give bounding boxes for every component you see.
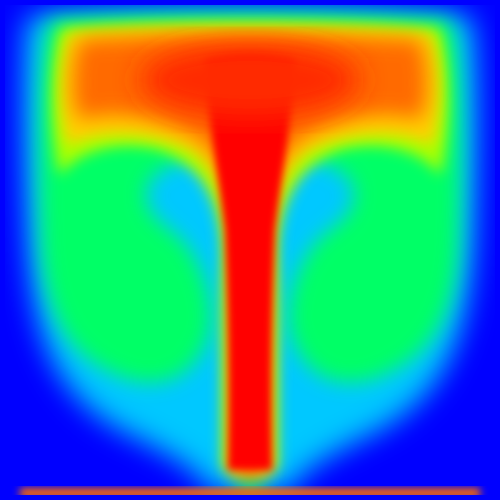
hot-core-cap (140, 42, 360, 118)
hot-core-stem (205, 54, 295, 470)
bottom-heated-strip (20, 488, 480, 498)
